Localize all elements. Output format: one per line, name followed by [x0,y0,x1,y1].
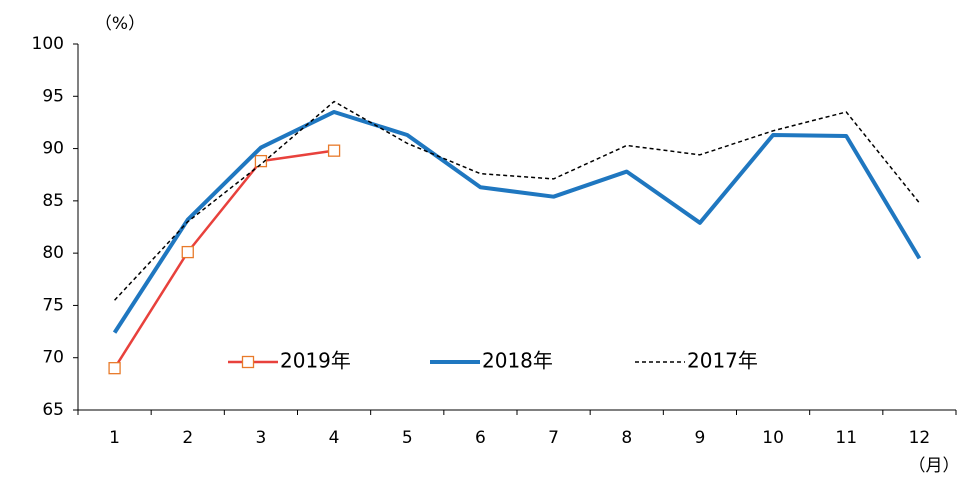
series-line [112,109,922,334]
y-tick-label: 85 [42,191,64,211]
x-unit: （月） [909,456,957,476]
legend-label: 2018年 [482,349,553,373]
x-tick-label: 10 [762,428,784,448]
x-tick-label: 12 [909,428,931,448]
y-tick-label: 75 [42,295,64,315]
x-tick-label: 8 [621,428,632,448]
x-tick-label: 3 [256,428,267,448]
marker [327,144,341,157]
x-tick-label: 4 [329,428,340,448]
y-tick-label: 70 [42,348,64,368]
x-tick-label: 11 [835,428,857,448]
x-tick-label: 6 [475,428,486,448]
y-tick-label: 100 [32,34,64,54]
x-tick-label: 9 [695,428,706,448]
y-tick-label: 90 [42,139,64,159]
x-tick-label: 7 [548,428,559,448]
series-line [114,100,921,301]
x-tick-label: 1 [109,428,120,448]
x-tick-label: 2 [182,428,193,448]
legend-label: 2017年 [687,349,758,373]
y-tick-label: 80 [42,243,64,263]
marker [254,154,268,168]
series-line [113,149,335,369]
legend-label: 2019年 [280,349,351,373]
y-tick-label: 95 [42,86,64,106]
y-tick-label: 65 [42,400,64,420]
x-tick-label: 5 [402,428,413,448]
marker [108,362,121,375]
y-unit: （%） [95,14,145,34]
legend-marker [241,355,255,369]
marker [181,245,194,259]
